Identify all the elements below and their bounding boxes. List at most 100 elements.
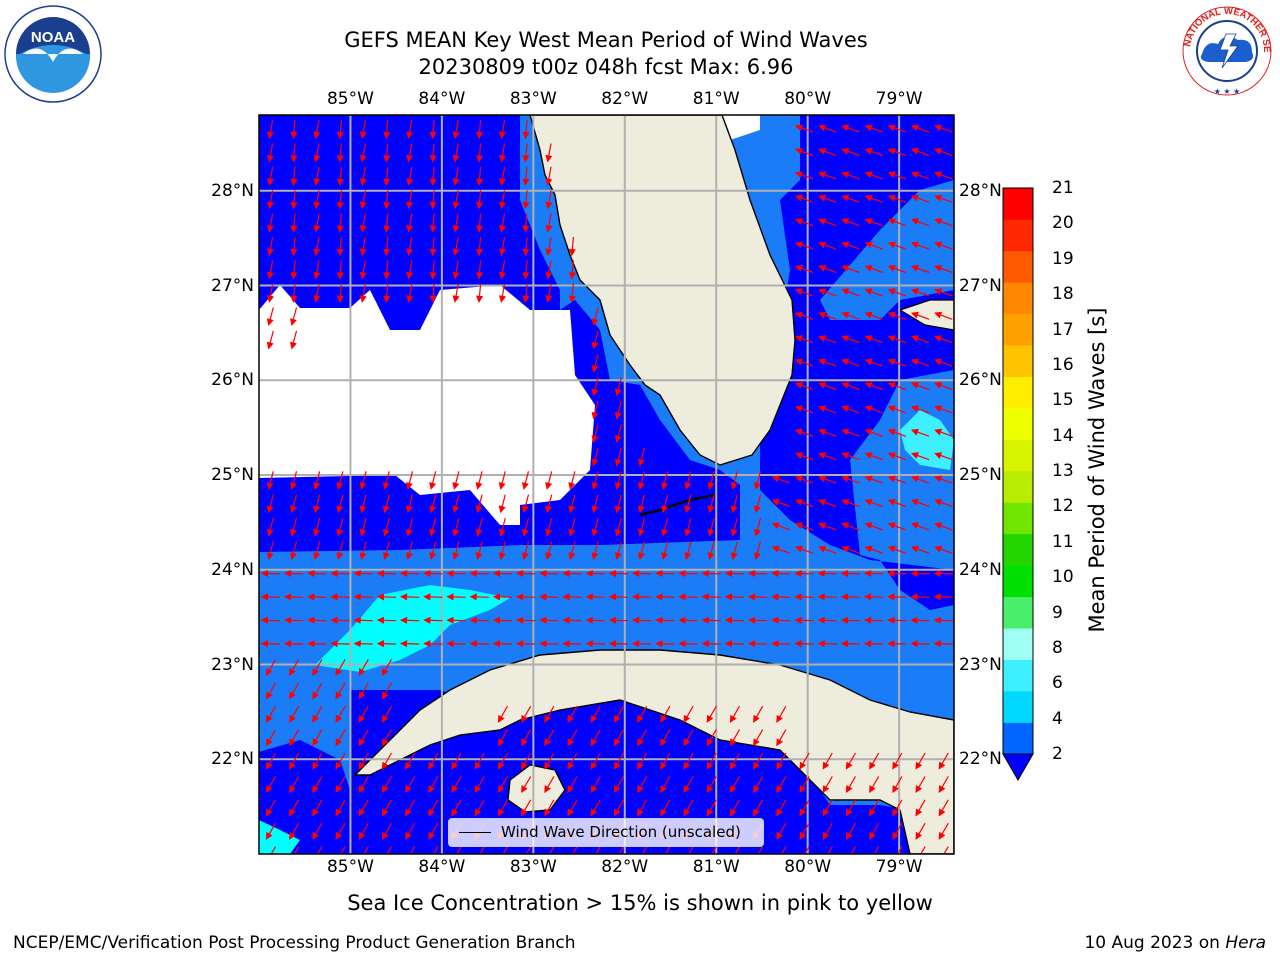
wind-wave-arrow bbox=[497, 799, 509, 817]
wind-wave-arrow bbox=[613, 799, 625, 817]
wind-wave-arrow bbox=[359, 236, 367, 257]
colorbar-segment bbox=[1003, 659, 1033, 692]
wind-wave-arrow bbox=[707, 494, 715, 514]
legend-line-sample bbox=[459, 832, 491, 833]
wind-wave-arrow bbox=[864, 475, 883, 484]
wind-wave-arrow bbox=[498, 166, 507, 186]
wind-wave-arrow bbox=[429, 260, 437, 280]
wind-wave-arrow bbox=[864, 405, 883, 414]
wind-wave-arrow bbox=[516, 616, 536, 624]
wind-wave-arrow bbox=[683, 799, 694, 817]
wind-wave-arrow bbox=[382, 517, 390, 537]
wind-wave-arrow bbox=[753, 729, 764, 747]
wind-wave-arrow bbox=[400, 616, 420, 624]
wind-wave-arrow bbox=[452, 166, 460, 186]
wind-wave-arrow bbox=[771, 545, 791, 554]
wind-wave-arrow bbox=[887, 194, 907, 203]
wind-wave-arrow bbox=[452, 190, 460, 210]
wind-wave-arrow bbox=[475, 541, 483, 561]
wind-wave-arrow bbox=[799, 822, 810, 840]
wind-wave-arrow bbox=[266, 541, 274, 561]
wind-wave-arrow bbox=[498, 213, 507, 233]
colorbar-segment bbox=[1003, 376, 1033, 409]
wind-wave-arrow bbox=[864, 498, 883, 508]
wind-wave-arrow bbox=[475, 190, 484, 210]
wind-wave-arrow bbox=[591, 541, 599, 561]
lat-tick-label-right: 22°N bbox=[959, 749, 1002, 770]
wind-wave-arrow bbox=[910, 405, 930, 414]
wind-wave-arrow bbox=[887, 311, 907, 320]
wind-wave-arrow bbox=[335, 752, 346, 770]
wind-wave-arrow bbox=[841, 522, 860, 531]
lon-tick-label-top: 82°W bbox=[601, 89, 649, 109]
wind-wave-arrow bbox=[452, 517, 460, 537]
wind-wave-arrow bbox=[270, 846, 277, 854]
wind-wave-arrow bbox=[572, 846, 578, 854]
wind-wave-arrow bbox=[818, 218, 837, 227]
wind-wave-arrow bbox=[562, 593, 582, 601]
wind-wave-arrow bbox=[771, 593, 791, 601]
colorbar-tick-label: 14 bbox=[1052, 425, 1074, 446]
machine-name: Hera bbox=[1225, 933, 1266, 953]
wind-wave-arrow bbox=[544, 752, 555, 770]
wind-wave-arrow bbox=[359, 143, 367, 163]
wind-wave-arrow bbox=[701, 616, 721, 624]
noaa-logo-text: NOAA bbox=[31, 29, 75, 46]
wind-wave-arrow bbox=[864, 452, 883, 461]
wind-wave-arrow bbox=[933, 569, 953, 578]
wind-wave-arrow bbox=[521, 541, 530, 561]
wind-wave-direction-arrows bbox=[260, 119, 953, 854]
wind-wave-arrow bbox=[869, 752, 880, 770]
wind-wave-arrow bbox=[724, 640, 745, 648]
wind-wave-arrow bbox=[475, 283, 484, 303]
wind-wave-arrow bbox=[330, 569, 350, 578]
colorbar-tick-label: 11 bbox=[1052, 531, 1074, 552]
colorbar-tick-label: 17 bbox=[1052, 319, 1074, 340]
wind-wave-arrow bbox=[660, 705, 671, 723]
wind-wave-arrow bbox=[406, 260, 414, 280]
wind-wave-arrow bbox=[841, 264, 860, 274]
wind-wave-arrow bbox=[910, 545, 930, 554]
wind-wave-arrow bbox=[887, 498, 907, 508]
wind-wave-arrow bbox=[729, 752, 741, 770]
wind-wave-arrow bbox=[446, 640, 466, 648]
map-legend: Wind Wave Direction (unscaled) bbox=[448, 818, 764, 847]
wind-wave-arrow bbox=[841, 124, 860, 133]
lon-tick-label-top: 80°W bbox=[784, 89, 832, 109]
wind-wave-arrow bbox=[841, 475, 860, 484]
wind-wave-arrow bbox=[522, 260, 530, 280]
wind-wave-arrow bbox=[265, 705, 277, 723]
lon-tick-label-top: 83°W bbox=[509, 89, 557, 109]
wind-wave-arrow bbox=[753, 494, 762, 514]
wind-wave-arrow bbox=[452, 494, 460, 514]
wind-wave-arrow bbox=[771, 498, 791, 508]
wind-wave-arrow bbox=[307, 616, 327, 624]
wind-wave-arrow bbox=[497, 705, 509, 723]
wind-wave-arrow bbox=[358, 705, 369, 723]
wind-wave-arrow bbox=[841, 428, 860, 437]
wind-wave-arrow bbox=[864, 616, 884, 624]
wind-wave-arrow bbox=[260, 569, 281, 578]
wind-wave-arrow bbox=[452, 260, 460, 280]
wind-wave-arrow bbox=[451, 776, 462, 794]
wind-wave-arrow bbox=[313, 517, 321, 537]
wind-wave-arrow bbox=[734, 846, 741, 854]
wind-wave-arrow bbox=[456, 846, 462, 854]
wind-wave-arrow bbox=[934, 124, 953, 133]
wind-wave-arrow bbox=[794, 218, 814, 227]
wind-wave-arrow bbox=[822, 752, 833, 770]
wind-wave-arrow bbox=[475, 471, 483, 490]
wind-wave-arrow bbox=[684, 494, 692, 514]
wind-wave-arrow bbox=[335, 729, 346, 747]
wind-wave-arrow bbox=[910, 522, 930, 531]
bahamas-island bbox=[898, 299, 954, 331]
wind-wave-arrow bbox=[539, 616, 559, 624]
wind-wave-arrow bbox=[265, 752, 277, 770]
wind-wave-arrow bbox=[864, 147, 883, 157]
wind-wave-arrow bbox=[406, 190, 414, 210]
wind-wave-arrow bbox=[359, 260, 367, 280]
wind-wave-arrow bbox=[289, 307, 298, 327]
wind-wave-arrow bbox=[794, 171, 814, 180]
wind-wave-arrow bbox=[608, 640, 629, 648]
wind-wave-arrow bbox=[568, 260, 576, 280]
